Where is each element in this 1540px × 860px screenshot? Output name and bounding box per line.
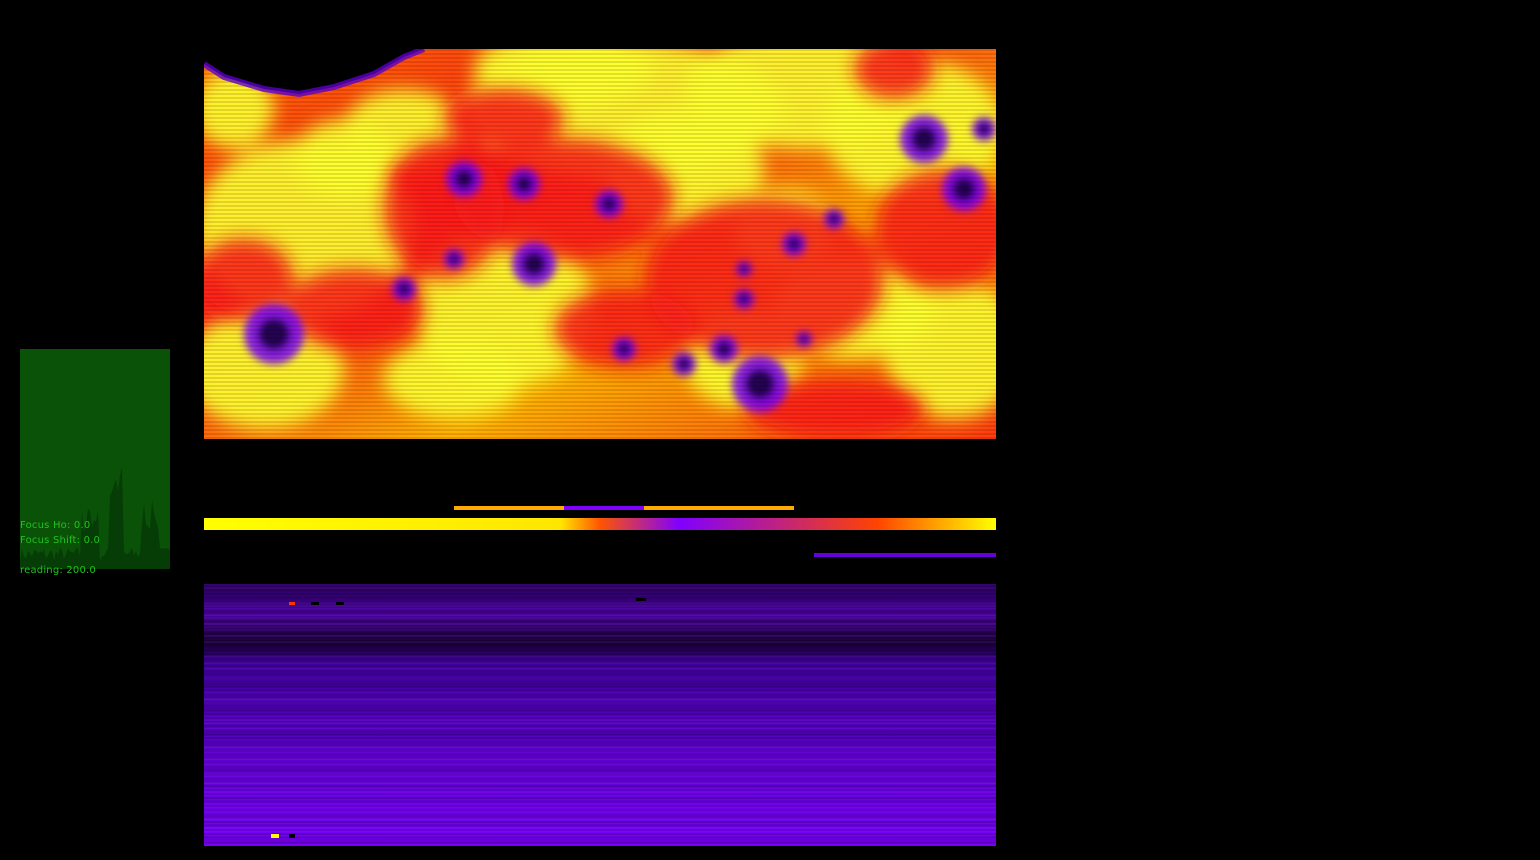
histogram-peaks xyxy=(20,467,170,569)
focus-shift-label: Focus Shift: 0.0 xyxy=(20,535,101,546)
image-viewer[interactable] xyxy=(204,49,996,846)
focus-ho-label: Focus Ho: 0.0 xyxy=(20,520,91,531)
heatmap-top xyxy=(204,49,996,439)
reading-label: reading: 200.0 xyxy=(20,565,96,576)
heatmap-image xyxy=(204,49,996,846)
histogram-panel[interactable] xyxy=(20,349,170,569)
empty-right-area xyxy=(996,0,1540,860)
stripe-mid-2 xyxy=(204,518,996,530)
stripe-mid-3 xyxy=(814,553,996,557)
histogram-chart xyxy=(20,349,170,569)
